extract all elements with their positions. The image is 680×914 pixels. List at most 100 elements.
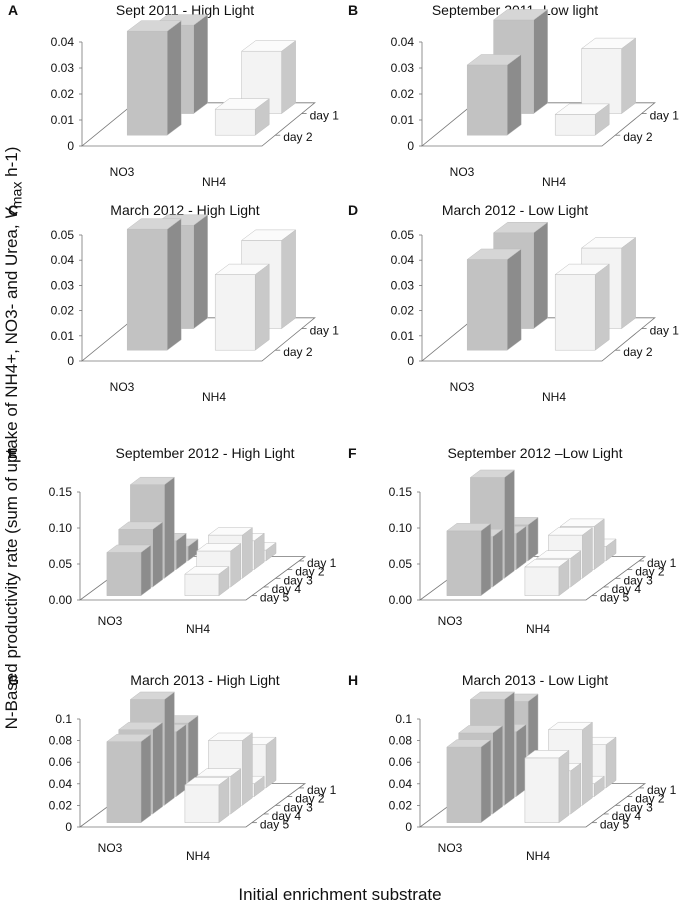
bar-no3-day2	[466, 248, 522, 351]
bar-side	[152, 521, 163, 588]
y-tick-label: 0.02	[51, 87, 75, 101]
panel-letter: G	[8, 672, 19, 688]
y-tick-label: 0.01	[51, 113, 75, 127]
bar-side	[242, 732, 253, 806]
category-label: NH4	[186, 622, 210, 636]
bar-top	[524, 750, 570, 759]
bar-front	[106, 741, 142, 823]
y-tick-label: 0.08	[389, 734, 413, 748]
bar-side	[605, 736, 617, 789]
bar-nh4-day1	[580, 37, 637, 115]
y-tick-label: 0.06	[49, 755, 73, 769]
bar-top	[240, 40, 297, 52]
day-label: day 4	[612, 582, 642, 596]
bar-side	[533, 221, 548, 330]
panel-f: F September 2012 –Low Light 0.00 0.05 0.10 0.…	[348, 445, 677, 636]
y-axis-title: N-Based productivity rate (sum of uptake…	[2, 88, 25, 788]
y-tick-label: 0	[407, 354, 414, 368]
bar-side	[193, 14, 208, 115]
bar-front	[214, 108, 256, 136]
y-tick-label: 0.04	[51, 35, 75, 49]
floor-outline	[80, 102, 316, 147]
bar-no3-day5	[446, 739, 492, 824]
category-label: NO3	[110, 380, 135, 394]
y-tick-label: 0.02	[49, 798, 73, 812]
panel-d: D March 2012 - Low Light 0 0.01 0.02 0.03 0.04…	[348, 202, 679, 404]
y-tick-label: 0.01	[391, 113, 415, 127]
y-axis-title-text: N-Based productivity rate (sum of uptake…	[2, 219, 21, 730]
bar-side	[594, 263, 610, 351]
y-tick-label: 0	[405, 820, 412, 834]
floor-outline	[420, 317, 656, 362]
day-label: day 4	[612, 809, 642, 823]
day-label: day 2	[635, 565, 665, 579]
panel-title: March 2013 - Low Light	[462, 672, 608, 688]
y-tick-label: 0.06	[389, 755, 413, 769]
bar-front	[184, 784, 220, 823]
bar-side	[506, 248, 522, 351]
bar-front	[466, 64, 508, 136]
category-label: NO3	[98, 841, 123, 855]
bar-side	[281, 229, 296, 330]
day-label: day 2	[283, 130, 313, 144]
day-label: day 1	[307, 783, 337, 797]
y-tick-label: 0.05	[389, 557, 413, 571]
bar-side	[593, 518, 605, 571]
bar-front	[446, 530, 482, 596]
x-axis-title: Initial enrichment substrate	[238, 885, 442, 904]
y-tick-label: 0.02	[391, 304, 415, 318]
y-tick-label: 0.04	[391, 35, 415, 49]
y-tick-label: 0.04	[391, 253, 415, 267]
bar-top	[195, 543, 242, 552]
y-tick-label: 0.1	[55, 712, 72, 726]
category-label: NH4	[526, 849, 550, 863]
bar-side	[558, 749, 570, 824]
category-label: NO3	[438, 841, 463, 855]
bar-side	[506, 54, 522, 136]
day-label: day 1	[647, 556, 677, 570]
y-tick-label: 0.03	[391, 278, 415, 292]
bar-top	[214, 98, 270, 110]
bar-top	[207, 527, 254, 536]
bar-side	[582, 527, 593, 579]
bar-front	[106, 552, 142, 596]
y-tick-label: 0	[65, 820, 72, 834]
day-label: day 2	[295, 565, 325, 579]
bar-top	[214, 263, 270, 275]
y-tick-label: 0.03	[51, 278, 75, 292]
bar-side	[254, 263, 270, 351]
bar-top	[492, 222, 549, 234]
bar-top	[126, 218, 182, 230]
day-label: day 1	[310, 109, 340, 123]
bar-side	[621, 37, 636, 115]
panel-title: March 2013 - High Light	[130, 672, 280, 688]
panel-h: H March 2013 - Low Light 0 0.02 0.04 0.06 0.08…	[348, 672, 677, 863]
bar-front	[126, 30, 168, 136]
day-label: day 2	[283, 345, 313, 359]
y-tick-label: 0.03	[391, 61, 415, 75]
day-label: day 3	[283, 800, 313, 814]
day-label: day 5	[260, 818, 290, 832]
bar-nh4-day5	[184, 566, 230, 597]
day-label: day 2	[623, 345, 653, 359]
y-tick-label: 0	[67, 354, 74, 368]
bar-top	[184, 777, 230, 786]
bar-nh4-day2	[554, 103, 610, 136]
panel-letter: H	[348, 672, 358, 688]
floor-outline	[420, 102, 656, 147]
bar-side	[193, 214, 208, 330]
bar-top	[492, 9, 549, 21]
category-label: NH4	[542, 175, 566, 189]
day-label: day 3	[623, 800, 653, 814]
bar-front	[524, 566, 560, 596]
y-tick-label: 0.05	[391, 228, 415, 242]
y-tick-label: 0	[407, 139, 414, 153]
bar-top	[559, 518, 605, 527]
y-tick-label: 0.01	[391, 329, 415, 343]
category-label: NO3	[450, 380, 475, 394]
panel-letter: D	[348, 202, 358, 218]
bar-side	[218, 776, 230, 824]
bar-top	[446, 739, 492, 748]
day-label: day 2	[623, 130, 653, 144]
